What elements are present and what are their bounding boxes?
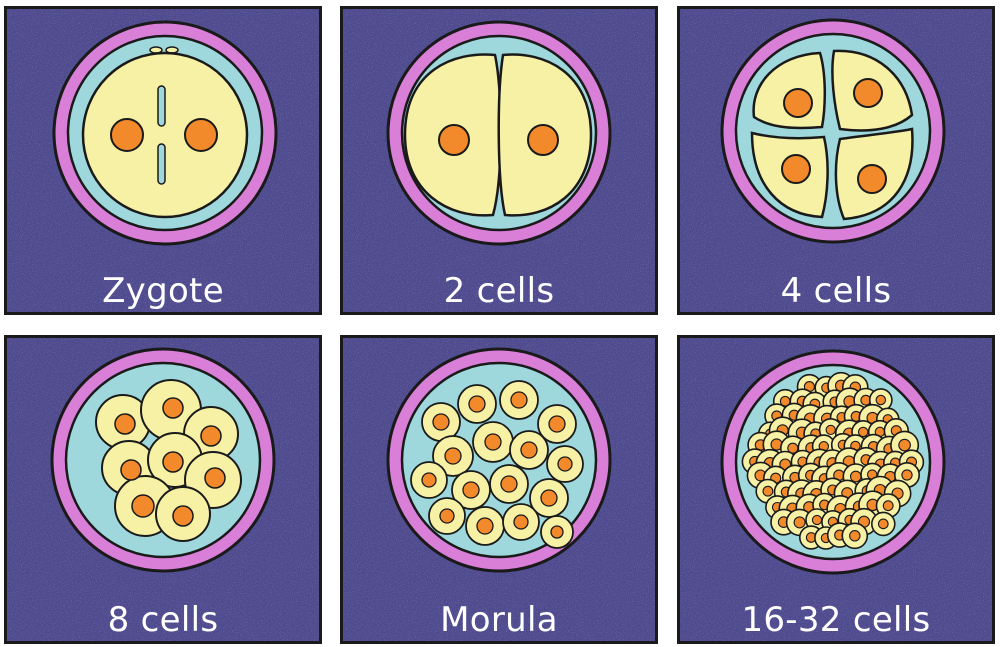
nuclei <box>114 397 226 527</box>
nucleus <box>421 472 437 488</box>
stage-panel-morula: Morula <box>340 335 658 644</box>
stage-panel-16-32-cells: 16-32 cells <box>677 335 995 644</box>
nucleus <box>162 451 184 473</box>
stage-label: 2 cells <box>443 271 555 311</box>
nucleus <box>172 505 194 527</box>
four-cells-illustration <box>680 9 992 312</box>
nucleus <box>540 489 558 507</box>
nucleus <box>898 438 911 452</box>
zygote-illustration <box>7 9 319 312</box>
nucleus <box>520 441 538 459</box>
blastomere-cluster <box>741 371 925 550</box>
nucleus <box>513 514 529 530</box>
nucleus <box>548 415 566 433</box>
nucleus <box>200 425 222 447</box>
nucleus <box>468 395 486 413</box>
sixteen-to-thirty-two-cells-illustration <box>680 338 992 641</box>
nucleus <box>877 518 889 530</box>
nucleus <box>849 470 862 483</box>
stage-label: Zygote <box>102 271 224 311</box>
nucleus <box>484 433 502 451</box>
stage-panel-two-cells: 2 cells <box>340 6 658 315</box>
morula-illustration <box>343 338 655 641</box>
nucleus <box>901 469 913 481</box>
two-cells-illustration <box>343 9 655 312</box>
nucleus <box>444 447 462 465</box>
stage-label: 8 cells <box>107 600 219 640</box>
nucleus <box>849 530 861 542</box>
spindle <box>157 85 166 127</box>
nucleus <box>510 391 528 409</box>
nucleus <box>857 426 869 438</box>
stage-panel-zygote: Zygote <box>4 6 322 315</box>
nucleus <box>432 413 450 431</box>
nucleus <box>853 78 883 108</box>
stage-panel-eight-cells: 8 cells <box>4 335 322 644</box>
nucleus <box>204 467 226 489</box>
nucleus <box>114 413 136 435</box>
eight-cells-illustration <box>7 338 319 641</box>
nucleus <box>438 124 470 156</box>
nucleus <box>882 500 894 512</box>
nucleus <box>793 516 806 529</box>
stage-label: Morula <box>440 600 558 640</box>
nuclei <box>421 391 573 539</box>
nucleus <box>811 514 823 526</box>
nucleus <box>476 517 494 535</box>
stage-label: 4 cells <box>780 271 892 311</box>
nucleus <box>781 154 811 184</box>
nucleus <box>762 485 774 497</box>
stage-panel-four-cells: 4 cells <box>677 6 995 315</box>
nucleus <box>783 88 813 118</box>
nucleus <box>131 494 155 518</box>
nucleus <box>462 481 480 499</box>
cell <box>81 51 249 219</box>
nucleus <box>500 475 518 493</box>
nucleus <box>557 456 573 472</box>
nucleus <box>162 397 184 419</box>
stage-label: 16-32 cells <box>741 600 931 640</box>
nucleus <box>184 118 218 152</box>
nucleus <box>439 508 455 524</box>
spindle <box>157 143 166 185</box>
nucleus <box>550 525 564 539</box>
nucleus <box>875 394 887 406</box>
nucleus <box>527 124 559 156</box>
nucleus <box>825 424 836 436</box>
nucleus <box>857 164 887 194</box>
nucleus <box>110 118 144 152</box>
nucleus <box>120 459 142 481</box>
